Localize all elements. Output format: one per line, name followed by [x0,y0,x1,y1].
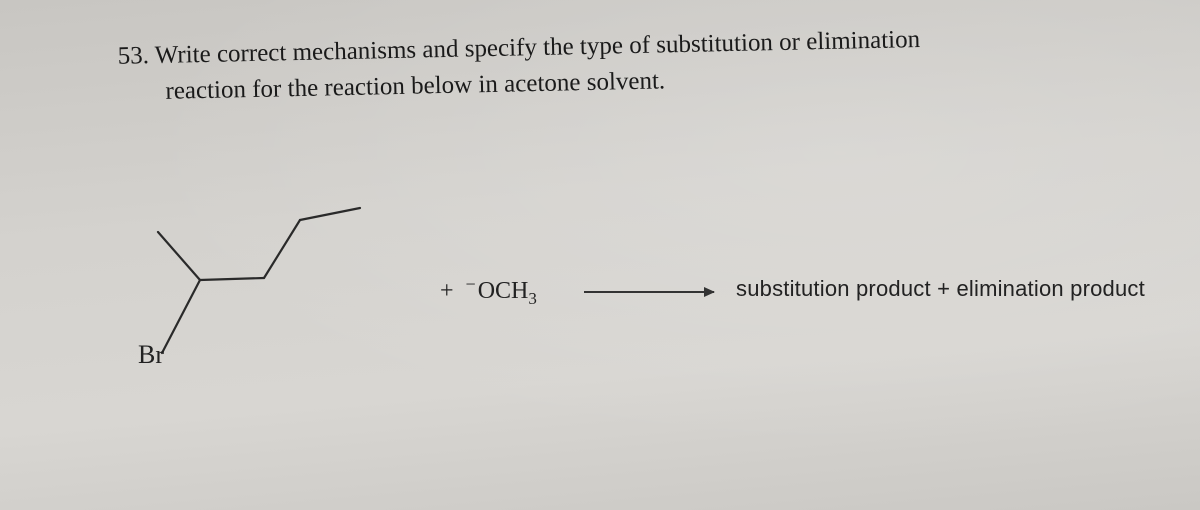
reagent: + −OCH3 [440,278,537,305]
reagent-formula: OCH [478,278,529,304]
reaction-diagram: Br + −OCH3 substitution product + elimin… [100,150,1100,450]
reaction-arrow [584,291,714,293]
question-number: 53. [117,42,149,70]
plus-sign: + [440,278,454,304]
page: 53. Write correct mechanisms and specify… [0,0,1200,510]
products-text: substitution product + elimination produ… [736,276,1145,302]
reagent-subscript: 3 [528,289,537,308]
bromine-label: Br [138,340,164,370]
question-text: 53. Write correct mechanisms and specify… [117,17,1150,111]
charge-superscript: − [466,274,476,294]
substrate-molecule: Br [100,150,400,390]
